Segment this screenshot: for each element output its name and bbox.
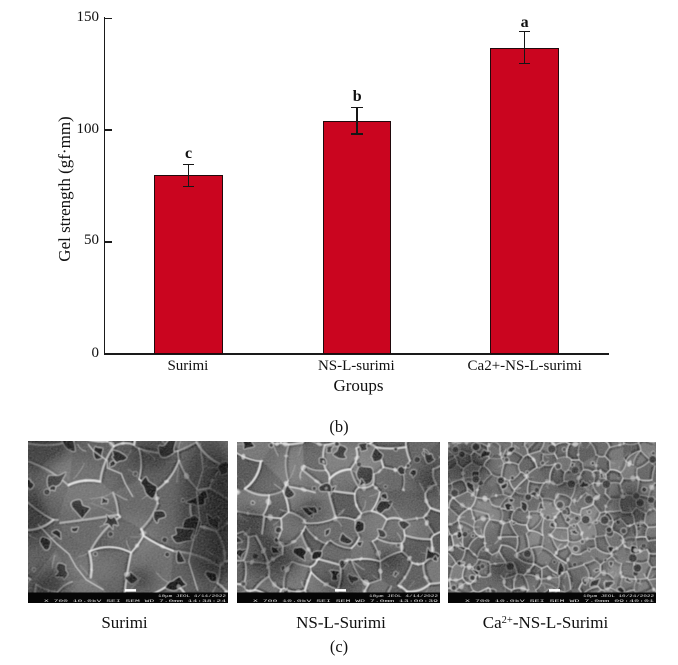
svg-text:10μm JEOL 4/14/2022: 10μm JEOL 4/14/2022 bbox=[158, 594, 227, 599]
svg-text:X 700 10.0kV SEI SEM: X 700 10.0kV SEI SEM WD 7.0mm 14:38:24 bbox=[44, 599, 227, 603]
svg-text:10μm JEOL 10/24/2022: 10μm JEOL 10/24/2022 bbox=[583, 594, 655, 599]
svg-text:10μm JEOL 4/14/2022: 10μm JEOL 4/14/2022 bbox=[369, 594, 439, 599]
svg-text:X 700 10.0kV SEI SEM: X 700 10.0kV SEI SEM WD 7.0mm 13:00:39 bbox=[253, 599, 439, 603]
svg-text:X 700 10.0kV SEI SEM: X 700 10.0kV SEI SEM WD 7.0mm 09:40:01 bbox=[465, 599, 655, 603]
